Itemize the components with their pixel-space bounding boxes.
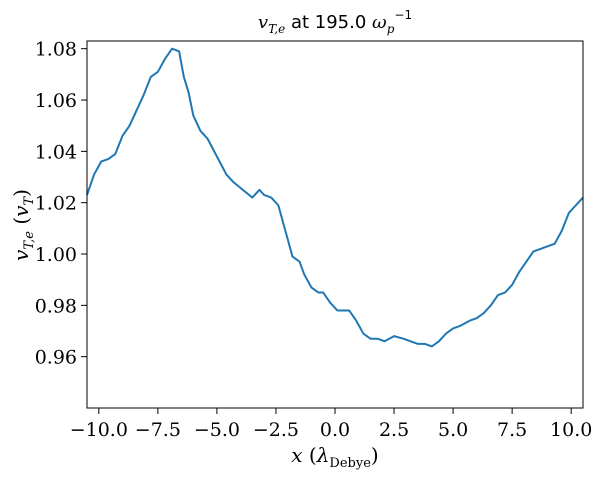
x-tick-label: 2.5 [379, 419, 409, 441]
x-tick-label: 10.0 [550, 419, 592, 441]
y-tick-label: 0.96 [35, 347, 77, 369]
y-tick-label: 1.08 [35, 39, 77, 61]
y-tick-label: 1.04 [35, 141, 77, 163]
y-tick-label: 0.98 [35, 295, 77, 317]
chart-title: vT,e at 195.0 ωp−1 [258, 8, 412, 36]
y-tick-label: 1.00 [35, 244, 77, 266]
axis-ticks [81, 48, 572, 414]
x-tick-label: −7.5 [135, 419, 181, 441]
x-tick-label: −10.0 [70, 419, 128, 441]
plot-frame [86, 40, 584, 409]
x-axis-label: x (λDebye) [291, 443, 378, 471]
x-tick-label: 5.0 [438, 419, 468, 441]
x-tick-label: 0.0 [320, 419, 350, 441]
y-tick-label: 1.02 [35, 193, 77, 215]
y-axis-label: vT,e (vT) [9, 189, 37, 261]
y-tick-label: 1.06 [35, 90, 77, 112]
x-tick-label: 7.5 [497, 419, 527, 441]
x-tick-label: −5.0 [194, 419, 240, 441]
axis-tick-labels: −10.0 −7.5 −5.0 −2.5 0.0 2.5 5.0 7.5 10.0 0.96 0.9… [35, 39, 593, 441]
x-tick-label: −2.5 [253, 419, 299, 441]
series-line [86, 47, 584, 348]
